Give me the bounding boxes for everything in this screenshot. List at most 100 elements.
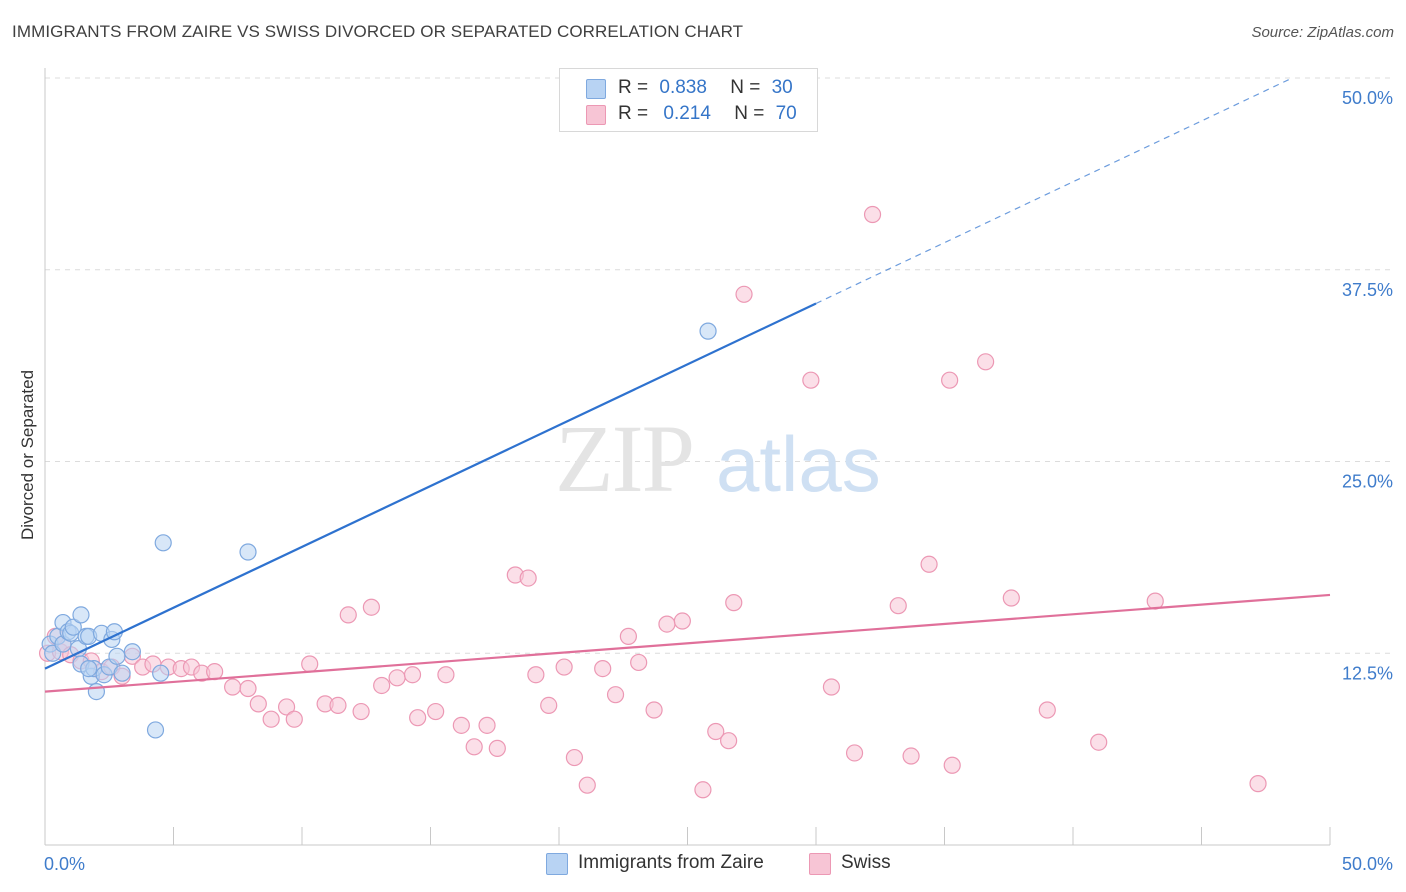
legend-r-label: R = [618, 103, 649, 124]
zaire-trend-extension [815, 77, 1292, 305]
swiss-point [262, 710, 280, 728]
swiss-point [239, 679, 257, 698]
legend-n-value: 70 [775, 103, 797, 124]
swiss-point [339, 606, 357, 624]
swiss-point [540, 696, 558, 715]
watermark-atlas: atlas [716, 420, 881, 508]
swiss-point [465, 738, 483, 756]
swiss-point [452, 716, 470, 734]
swiss-point [645, 701, 663, 719]
swiss-point [1249, 775, 1267, 793]
swiss-point [527, 666, 545, 684]
grid-layer [45, 77, 1395, 654]
zaire-point [239, 543, 257, 561]
swiss-point [707, 722, 725, 741]
zaire-point [80, 659, 98, 678]
legend-swatch-zaire [586, 79, 606, 99]
swiss-point [863, 205, 882, 224]
legend-n-label: N = [734, 103, 765, 124]
zaire-point [108, 647, 126, 665]
legend-n-label: N = [730, 77, 761, 98]
zaire-point [113, 664, 131, 682]
legend-r-value: 0.214 [663, 103, 711, 124]
source-label: Source: ZipAtlas.com [1251, 24, 1394, 41]
swiss-point [409, 709, 427, 727]
swiss-point [735, 285, 753, 303]
x-tick-label: 0.0% [44, 854, 85, 874]
zaire-point [154, 534, 172, 552]
swiss-point [889, 597, 907, 615]
swiss-point [301, 655, 319, 673]
axes-layer [44, 68, 1331, 846]
swiss-point [277, 698, 296, 716]
swiss-point [427, 702, 445, 721]
swiss-point [565, 748, 584, 767]
swiss-point [845, 744, 864, 762]
swiss-point [658, 615, 676, 633]
legend-r-label: R = [618, 77, 649, 98]
y-tick-label: 25.0% [1342, 472, 1393, 492]
legend-swatch-swiss [586, 105, 606, 125]
swiss-point [488, 739, 506, 757]
bottom-legend-label-swiss: Swiss [841, 852, 891, 873]
swiss-point [725, 594, 743, 612]
zaire-point [72, 606, 90, 624]
swiss-point [403, 666, 422, 684]
swiss-point [902, 747, 920, 765]
stats-legend: R = 0.838 N = 30 R = 0.214 N = 70 [559, 68, 818, 132]
swiss-point [594, 659, 612, 678]
swiss-point [388, 669, 406, 687]
swiss-point [1002, 589, 1020, 607]
swiss-point [943, 756, 961, 774]
swiss-trend-line [44, 593, 1331, 693]
swiss-point [362, 598, 380, 616]
zaire-point [64, 618, 82, 636]
swiss-point [822, 678, 841, 696]
swiss-point [1090, 733, 1108, 751]
swiss-point [630, 653, 648, 672]
swiss-point [352, 702, 370, 721]
swiss-point [977, 353, 995, 371]
swiss-point [1038, 701, 1056, 719]
bottom-legend-label-zaire: Immigrants from Zaire [578, 852, 764, 873]
swiss-point [555, 658, 573, 676]
swiss-point [249, 695, 267, 713]
legend-n-value: 30 [771, 77, 793, 98]
legend-r-value: 0.838 [659, 77, 707, 98]
swiss-point [920, 555, 938, 573]
watermark-zip: ZIP [555, 405, 693, 512]
zaire-point [152, 664, 170, 682]
swiss-point [224, 678, 242, 696]
swiss-point [802, 371, 820, 389]
swiss-point [478, 716, 496, 734]
swiss-point [941, 371, 959, 389]
swiss-point [329, 696, 347, 715]
zaire-point [87, 682, 106, 701]
trend-layer [44, 77, 1331, 693]
zaire-point [146, 721, 165, 739]
y-tick-label: 12.5% [1342, 663, 1393, 683]
y-tick-label: 37.5% [1342, 280, 1393, 300]
swiss-point [694, 781, 712, 799]
swiss-point [578, 776, 596, 794]
swiss-point [373, 676, 391, 695]
swiss-point [606, 686, 625, 704]
zaire-trend-line [44, 302, 817, 670]
watermark: ZIP atlas [555, 405, 881, 512]
swiss-point [720, 732, 738, 750]
swiss-point [519, 569, 537, 587]
x-tick-label: 50.0% [1342, 854, 1393, 874]
swiss-point [619, 627, 637, 645]
swiss-point [673, 612, 691, 630]
bottom-legend-swatch-swiss [809, 853, 831, 875]
bottom-legend-swatch-zaire [546, 853, 568, 875]
chart-title: IMMIGRANTS FROM ZAIRE VS SWISS DIVORCED … [12, 22, 744, 41]
zaire-point [699, 322, 717, 340]
tick-labels: 12.5% 25.0% 37.5% 50.0% 0.0% 50.0% [44, 88, 1393, 874]
points-layer [38, 205, 1267, 799]
swiss-point [285, 710, 303, 728]
swiss-point [437, 666, 455, 684]
swiss-point [206, 663, 224, 681]
zaire-point [123, 643, 141, 661]
